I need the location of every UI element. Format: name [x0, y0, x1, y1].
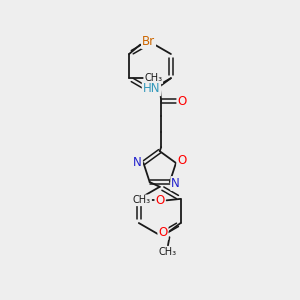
Text: Br: Br — [142, 35, 155, 48]
Text: O: O — [178, 94, 187, 108]
Text: O: O — [155, 194, 165, 207]
Text: HN: HN — [143, 82, 160, 95]
Text: CH₃: CH₃ — [133, 195, 151, 205]
Text: O: O — [177, 154, 187, 166]
Text: CH₃: CH₃ — [159, 247, 177, 257]
Text: N: N — [133, 157, 142, 169]
Text: CH₃: CH₃ — [144, 73, 162, 83]
Text: O: O — [158, 226, 168, 239]
Text: N: N — [171, 177, 180, 190]
